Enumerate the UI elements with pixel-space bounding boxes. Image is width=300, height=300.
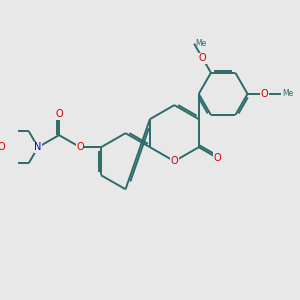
Text: O: O [76,142,84,152]
Text: N: N [34,142,42,152]
Text: O: O [0,142,5,152]
Text: Me: Me [196,39,207,48]
Text: O: O [55,109,63,119]
Text: O: O [261,89,268,99]
Text: O: O [213,153,221,163]
Text: O: O [170,156,178,166]
Text: Me: Me [283,89,294,98]
Text: O: O [199,53,206,63]
